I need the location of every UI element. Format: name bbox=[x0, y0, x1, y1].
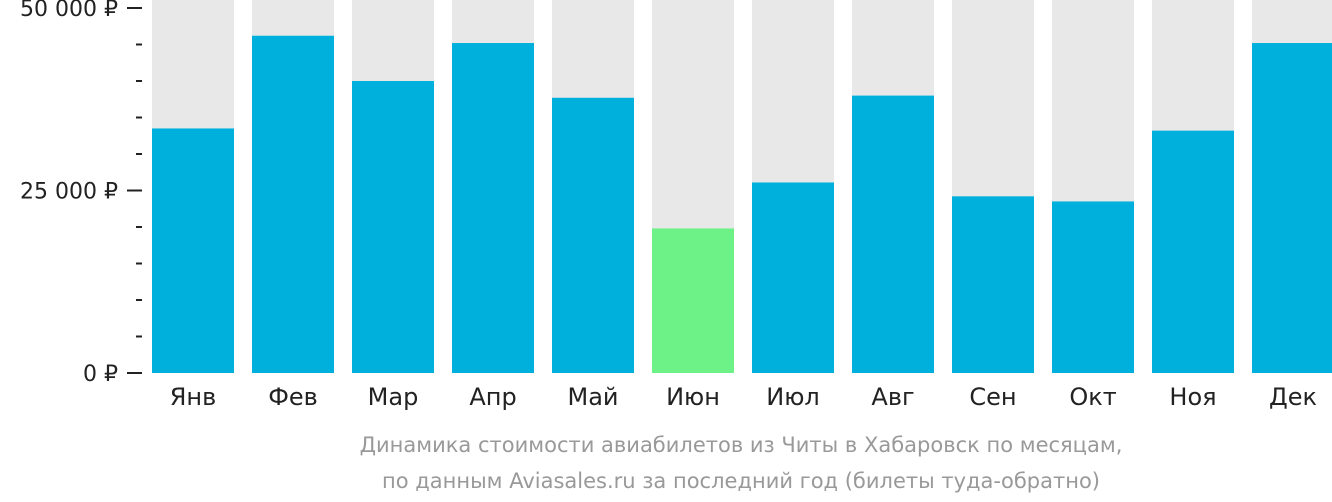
bar-Дек[interactable] bbox=[1252, 43, 1332, 373]
x-tick-label: Ноя bbox=[1169, 383, 1216, 411]
bar-Май[interactable] bbox=[552, 97, 634, 373]
x-tick-label: Сен bbox=[969, 383, 1016, 411]
x-tick-label: Авг bbox=[871, 383, 914, 411]
bar-Окт[interactable] bbox=[1052, 201, 1134, 373]
bar-Сен[interactable] bbox=[952, 196, 1034, 373]
x-tick-label: Июл bbox=[766, 383, 820, 411]
y-tick-label: 0 ₽ bbox=[83, 362, 118, 387]
bar-Мар[interactable] bbox=[352, 81, 434, 373]
x-tick-label: Май bbox=[567, 383, 618, 411]
bar-Ноя[interactable] bbox=[1152, 130, 1234, 373]
bar-Июл[interactable] bbox=[752, 182, 834, 373]
bar-Янв[interactable] bbox=[152, 128, 234, 373]
x-tick-label: Мар bbox=[368, 383, 419, 411]
y-axis: 0 ₽ 25 000 ₽ 50 000 ₽ bbox=[20, 0, 142, 387]
x-tick-label: Фев bbox=[268, 383, 318, 411]
bars bbox=[152, 0, 1332, 374]
y-tick-label: 25 000 ₽ bbox=[20, 180, 118, 205]
chart-caption-line-1: Динамика стоимости авиабилетов из Читы в… bbox=[360, 433, 1123, 457]
bar-Фев[interactable] bbox=[252, 35, 334, 374]
chart-caption-line-2: по данным Aviasales.ru за последний год … bbox=[382, 469, 1100, 493]
x-axis-labels: Янв Фев Мар Апр Май Июн Июл Авг Сен Окт Ноя Дек bbox=[170, 383, 1317, 411]
x-tick-label: Апр bbox=[469, 383, 516, 411]
bar-Авг[interactable] bbox=[852, 95, 934, 373]
x-tick-label: Июн bbox=[666, 383, 720, 411]
bar-Апр[interactable] bbox=[452, 43, 534, 373]
x-tick-label: Окт bbox=[1069, 383, 1116, 411]
x-tick-label: Янв bbox=[170, 383, 217, 411]
x-tick-label: Дек bbox=[1269, 383, 1317, 411]
y-tick-label: 50 000 ₽ bbox=[20, 0, 118, 22]
bar-Июн[interactable] bbox=[652, 228, 734, 373]
